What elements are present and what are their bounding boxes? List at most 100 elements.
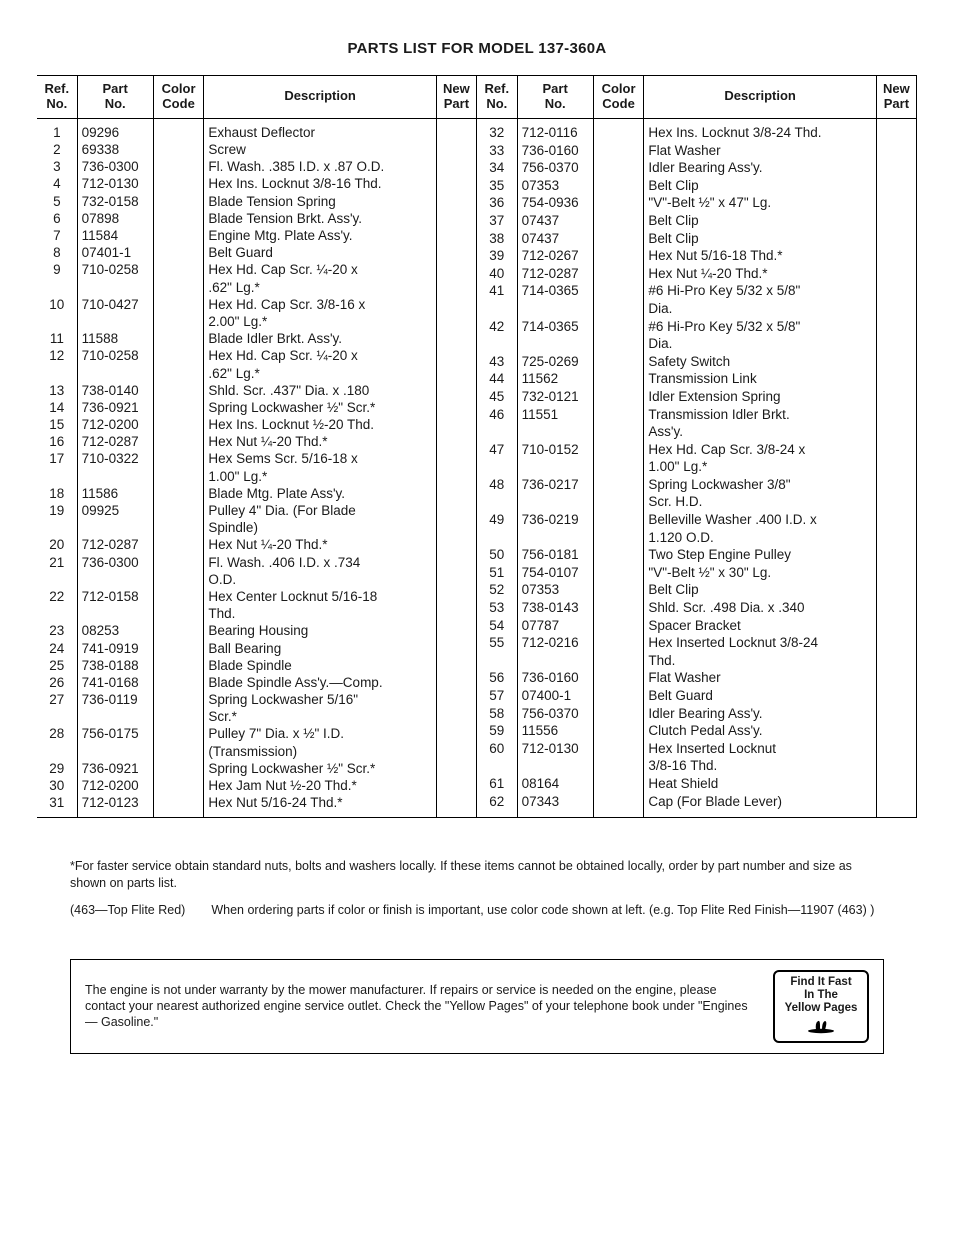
table-row: 47710-0152Hex Hd. Cap Scr. 3/8-24 x — [477, 441, 917, 459]
cell: 09296 — [77, 118, 153, 141]
cell: 49 — [477, 512, 517, 530]
cell — [436, 296, 476, 313]
cell — [77, 743, 153, 760]
cell — [593, 248, 644, 266]
table-row: 6207343Cap (For Blade Lever) — [477, 793, 917, 811]
cell: 48 — [477, 476, 517, 494]
cell: 9 — [37, 262, 77, 279]
table-row: Dia. — [477, 300, 917, 318]
cell: Scr.* — [204, 709, 436, 726]
cell: 39 — [477, 248, 517, 266]
cell — [153, 417, 204, 434]
cell — [593, 459, 644, 477]
cell: Belt Clip — [644, 582, 876, 600]
table-row: 711584Engine Mtg. Plate Ass'y. — [37, 228, 477, 245]
th-ref: Ref.No. — [37, 76, 77, 119]
cell — [477, 494, 517, 512]
cell: Blade Spindle Ass'y.—Comp. — [204, 674, 436, 691]
cell: 6 — [37, 210, 77, 227]
cell: 58 — [477, 705, 517, 723]
cell: Idler Extension Spring — [644, 388, 876, 406]
table-row: 4712-0130Hex Ins. Locknut 3/8-16 Thd. — [37, 176, 477, 193]
cell: 732-0121 — [517, 388, 593, 406]
table-row — [477, 811, 917, 818]
cell: Hex Sems Scr. 5/16-18 x — [204, 451, 436, 468]
cell — [593, 564, 644, 582]
cell — [153, 640, 204, 657]
cell — [436, 485, 476, 502]
cell: 26 — [37, 674, 77, 691]
cell — [436, 451, 476, 468]
cell: 1.00" Lg.* — [204, 468, 436, 485]
cell: .62" Lg.* — [204, 365, 436, 382]
cell — [436, 262, 476, 279]
cell — [876, 635, 916, 653]
cell — [436, 245, 476, 262]
cell — [593, 512, 644, 530]
cell — [593, 547, 644, 565]
th-part: PartNo. — [517, 76, 593, 119]
cell — [77, 571, 153, 588]
color-code-lead: (463—Top Flite Red) — [70, 902, 185, 919]
cell: 710-0258 — [77, 262, 153, 279]
parts-list: Ref.No. PartNo. ColorCode Description Ne… — [37, 75, 917, 818]
cell — [876, 705, 916, 723]
table-row: 53738-0143Shld. Scr. .498 Dia. x .340 — [477, 600, 917, 618]
cell: 736-0921 — [77, 399, 153, 416]
cell: Blade Mtg. Plate Ass'y. — [204, 485, 436, 502]
cell — [593, 230, 644, 248]
cell: 11556 — [517, 723, 593, 741]
cell — [876, 476, 916, 494]
cell — [876, 811, 916, 818]
engine-warranty-box: The engine is not under warranty by the … — [70, 959, 884, 1054]
cell: 34 — [477, 160, 517, 178]
cell: 710-0152 — [517, 441, 593, 459]
table-row: 5732-0158Blade Tension Spring — [37, 193, 477, 210]
cell — [517, 758, 593, 776]
cell: Hex Nut ¼-20 Thd.* — [204, 537, 436, 554]
table-row: 3707437Belt Clip — [477, 212, 917, 230]
cell — [593, 353, 644, 371]
cell — [593, 195, 644, 213]
cell: 07898 — [77, 210, 153, 227]
cell — [593, 441, 644, 459]
cell — [153, 118, 204, 141]
table-row: 36754-0936"V"-Belt ½" x 47" Lg. — [477, 195, 917, 213]
cell: 20 — [37, 537, 77, 554]
table-row: 9710-0258Hex Hd. Cap Scr. ¼-20 x — [37, 262, 477, 279]
cell: 59 — [477, 723, 517, 741]
cell: Thd. — [644, 652, 876, 670]
cell: 23 — [37, 623, 77, 640]
cell — [153, 382, 204, 399]
table-row: .62" Lg.* — [37, 279, 477, 296]
cell — [593, 775, 644, 793]
cell: Hex Nut ¼-20 Thd.* — [204, 434, 436, 451]
cell — [436, 228, 476, 245]
cell: 725-0269 — [517, 353, 593, 371]
cell: 738-0140 — [77, 382, 153, 399]
cell: 756-0370 — [517, 160, 593, 178]
cell — [876, 670, 916, 688]
cell — [593, 652, 644, 670]
cell: 44 — [477, 371, 517, 389]
cell — [153, 313, 204, 330]
cell — [153, 778, 204, 795]
walking-fingers-icon — [781, 1018, 861, 1037]
cell — [876, 353, 916, 371]
cell: Fl. Wash. .385 I.D. x .87 O.D. — [204, 159, 436, 176]
table-row: 807401-1Belt Guard — [37, 245, 477, 262]
cell: Hex Hd. Cap Scr. 3/8-24 x — [644, 441, 876, 459]
cell — [593, 424, 644, 442]
cell — [517, 652, 593, 670]
cell: 712-0130 — [517, 740, 593, 758]
cell: Hex Ins. Locknut 3/8-16 Thd. — [204, 176, 436, 193]
table-row: 42714-0365#6 Hi-Pro Key 5/32 x 5/8" — [477, 318, 917, 336]
cell — [593, 582, 644, 600]
cell: Hex Ins. Locknut 3/8-24 Thd. — [644, 118, 876, 142]
cell — [77, 313, 153, 330]
footnotes: *For faster service obtain standard nuts… — [30, 858, 924, 919]
cell: 4 — [37, 176, 77, 193]
cell — [153, 674, 204, 691]
th-color: ColorCode — [593, 76, 644, 119]
cell — [644, 811, 876, 818]
